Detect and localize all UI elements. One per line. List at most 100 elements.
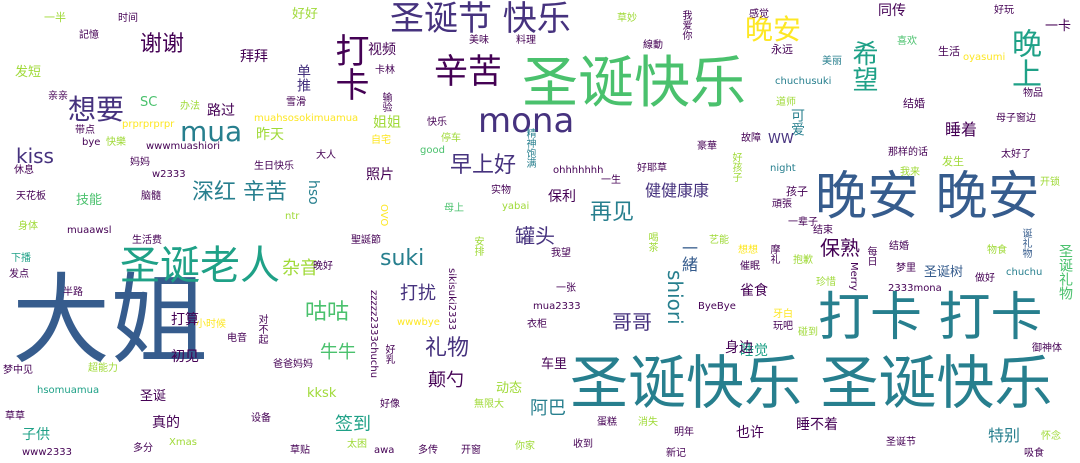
word: 新记 [666,448,686,459]
word: 牙白 [773,309,793,320]
word: 开锁 [1040,177,1060,188]
word: 希望 [848,40,878,92]
word: 单推 [295,64,311,92]
word: 做好 [975,273,995,284]
word: 多分 [133,443,153,454]
word: 圣诞树 [924,265,964,280]
word: 我来 [900,167,920,178]
word: 那样的话 [888,147,928,158]
word: 卡林 [375,65,395,76]
word: mona [478,101,575,141]
word: 发点 [9,269,29,280]
word: mua2333 [533,301,581,312]
word: 打扰 [400,283,436,304]
word: hso [305,180,321,205]
word: 物食 [987,245,1007,256]
word: 电音 [227,333,247,344]
word: 发生 [942,155,964,168]
word: 下播 [11,253,31,264]
word: 好耶草 [637,163,667,174]
word: 每日 [865,246,876,266]
word: 圣诞老人 [120,243,280,289]
word: 再见 [590,200,635,225]
word: 打算 [171,312,199,328]
word: 路过 [207,103,235,119]
word: 記憶 [79,30,99,41]
word: 睡不着 [796,417,838,433]
word: 永远 [771,43,793,56]
word: prprprprpr [122,119,175,130]
word: 快乐 [427,117,447,128]
word: 無限大 [474,399,504,410]
word: WW [768,132,794,147]
word: 料理 [516,35,536,46]
word: 身体 [18,221,38,232]
word: 真的 [152,415,180,431]
word: mua [180,115,243,148]
word: sikisuki2333 [446,268,457,331]
word: chuchu [1006,267,1043,278]
word: 好乳 [383,344,394,364]
word: 保熟 [820,236,860,260]
word: 动态 [496,381,523,396]
word: 頑張 [772,199,792,210]
word: 设备 [251,413,271,424]
word: 吸食 [1024,448,1044,459]
word: 多传 [418,445,438,456]
word: OVO [378,204,389,227]
word: 可爱 [789,108,805,136]
word: 珍惜 [816,277,836,288]
word: 生活费 [132,235,162,246]
word: 梦里 [896,263,916,274]
word: 颠勺 [428,370,464,391]
word: 蛋糕 [597,417,617,428]
word: 谢谢 [140,32,185,57]
word: 保利 [548,189,576,205]
word: 晚上 [1006,28,1041,88]
word: 物品 [1023,88,1043,99]
word: 一緒 [679,240,698,272]
word: 感觉 [749,9,769,20]
word: awa [374,445,395,456]
word: 艺能 [709,235,729,246]
word: 礼物 [425,336,470,361]
word: 带点 [75,125,95,136]
word: 快樂 [106,137,126,148]
word: 摩礼 [768,244,779,264]
word: 圣诞礼物 [1057,244,1073,300]
word: kksk [307,386,337,401]
word: w2333 [152,169,186,180]
word: ohhhhhhh [553,165,604,176]
word: 姐姐 [373,115,401,131]
word: 太好了 [1001,149,1031,160]
word: 照片 [366,167,394,183]
word: 结束 [813,225,833,236]
word: 你家 [515,441,535,452]
word: 小时候 [196,319,226,330]
word: 精神饱满 [524,128,535,168]
word: 睡觉 [740,343,768,359]
word: 健健康康 [645,181,710,200]
word: 我爱你 [680,10,691,40]
word: 明年 [674,427,694,438]
word: 大姐 [12,264,209,378]
word: 衣柜 [527,319,547,330]
word: 诞礼物 [1020,228,1031,258]
word: 视频 [368,42,396,58]
word: ByeBye [698,301,736,312]
word: 草草 [5,411,25,422]
word: 亲亲 [48,91,68,102]
word: 喜欢 [897,36,917,47]
word: 母上 [444,203,464,214]
word: wwwmuashiori [146,141,221,152]
word: zzzzz2333chuchu [368,290,379,379]
word: 昨天 [256,127,284,143]
word: wwwbye [397,317,440,328]
word: 我望 [551,248,571,259]
word: 御神体 [1032,343,1062,354]
word: 碰到 [798,327,818,338]
word: 特别 [988,426,1021,445]
word: 美味 [469,35,489,46]
word: 大人 [316,150,336,161]
word: bye [82,137,101,148]
